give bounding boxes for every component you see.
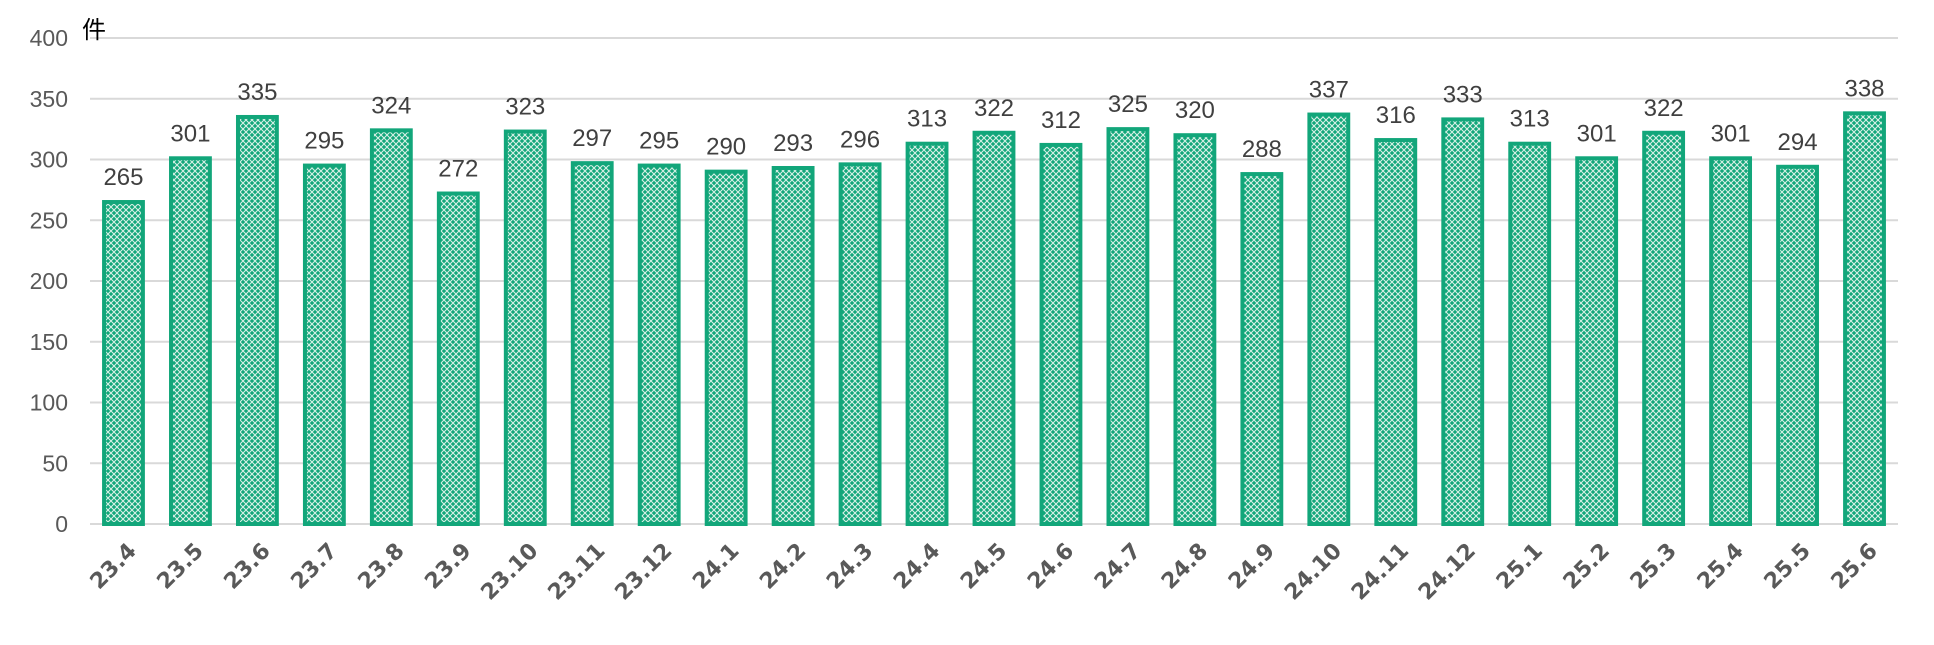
x-tick-label: 23.11 bbox=[544, 539, 611, 606]
data-label: 313 bbox=[907, 106, 947, 133]
x-tick-label: 24.12 bbox=[1414, 539, 1481, 606]
data-label: 301 bbox=[1577, 120, 1617, 147]
x-tick-label: 24.4 bbox=[889, 539, 945, 595]
y-tick-label: 150 bbox=[30, 329, 68, 355]
y-axis-unit-label: 件 bbox=[82, 16, 106, 44]
data-label: 297 bbox=[572, 125, 612, 152]
data-label: 313 bbox=[1510, 106, 1550, 133]
x-tick-label: 24.6 bbox=[1023, 539, 1079, 595]
bar bbox=[1508, 141, 1552, 527]
data-label: 296 bbox=[840, 126, 880, 153]
bar bbox=[1307, 112, 1351, 526]
data-label: 301 bbox=[170, 120, 210, 147]
x-tick-label: 23.5 bbox=[153, 539, 209, 595]
x-tick-label: 25.3 bbox=[1626, 539, 1682, 595]
data-label: 322 bbox=[1644, 95, 1684, 122]
x-tick-label: 24.8 bbox=[1157, 539, 1213, 595]
bar bbox=[1709, 156, 1753, 526]
bar bbox=[1106, 127, 1150, 526]
x-axis-ticks: 23.4 23.5 23.6 23.7 23.8 23.9 23.10 23.11 23.12 2… bbox=[86, 539, 1883, 606]
y-tick-label: 400 bbox=[30, 25, 68, 51]
y-axis-ticks: 0 50 100 150 200 250 300 350 400 bbox=[30, 25, 68, 537]
x-tick-label: 24.2 bbox=[755, 539, 811, 595]
x-tick-label: 25.2 bbox=[1559, 539, 1615, 595]
y-tick-label: 50 bbox=[42, 450, 68, 476]
x-tick-label: 24.9 bbox=[1224, 539, 1280, 595]
bar bbox=[1039, 142, 1083, 526]
bar bbox=[972, 130, 1016, 527]
data-label: 293 bbox=[773, 130, 813, 157]
x-tick-label: 23.12 bbox=[611, 539, 678, 606]
x-tick-label: 23.9 bbox=[420, 539, 476, 595]
bars bbox=[102, 111, 1886, 527]
data-label: 325 bbox=[1108, 91, 1148, 118]
data-label: 294 bbox=[1778, 129, 1818, 156]
bar bbox=[838, 162, 882, 527]
x-tick-label: 24.3 bbox=[822, 539, 878, 595]
y-tick-label: 100 bbox=[30, 390, 68, 416]
bar bbox=[1843, 111, 1886, 527]
x-tick-label: 24.7 bbox=[1090, 539, 1146, 595]
data-label: 335 bbox=[237, 79, 277, 106]
x-tick-label: 23.4 bbox=[86, 539, 142, 595]
data-label: 265 bbox=[103, 164, 143, 191]
y-tick-label: 0 bbox=[55, 511, 68, 537]
x-tick-label: 23.7 bbox=[287, 539, 343, 595]
data-label: 301 bbox=[1711, 120, 1751, 147]
bar bbox=[1776, 164, 1819, 526]
bar bbox=[102, 200, 145, 526]
bar bbox=[1173, 133, 1217, 526]
data-label: 290 bbox=[706, 134, 746, 161]
bar bbox=[169, 156, 212, 526]
bar bbox=[503, 129, 547, 526]
x-tick-label: 23.8 bbox=[354, 539, 410, 595]
bar bbox=[1441, 117, 1485, 526]
data-label: 320 bbox=[1175, 97, 1215, 124]
bar bbox=[704, 169, 748, 526]
bar bbox=[1374, 138, 1418, 526]
x-tick-label: 23.10 bbox=[477, 539, 544, 606]
x-tick-label: 25.1 bbox=[1492, 539, 1548, 595]
data-labels: 265 301 335 295 324 272 323 297 295 290 293 296 313 3… bbox=[103, 75, 1884, 191]
x-tick-label: 25.4 bbox=[1693, 539, 1749, 595]
data-label: 272 bbox=[438, 156, 478, 183]
y-tick-label: 250 bbox=[30, 207, 68, 233]
data-label: 323 bbox=[505, 94, 545, 121]
bar bbox=[235, 114, 279, 526]
x-tick-label: 24.11 bbox=[1347, 539, 1414, 606]
data-label: 333 bbox=[1443, 81, 1483, 108]
data-label: 337 bbox=[1309, 77, 1349, 104]
x-tick-label: 24.10 bbox=[1280, 539, 1347, 606]
bar bbox=[369, 128, 413, 526]
x-tick-label: 24.1 bbox=[688, 539, 744, 595]
bar bbox=[771, 166, 815, 526]
data-label: 312 bbox=[1041, 107, 1081, 134]
data-label: 324 bbox=[371, 92, 411, 119]
x-tick-label: 23.6 bbox=[220, 539, 276, 595]
bar bbox=[1575, 156, 1619, 526]
data-label: 288 bbox=[1242, 136, 1282, 163]
data-label: 295 bbox=[639, 128, 679, 155]
data-label: 322 bbox=[974, 95, 1014, 122]
x-tick-label: 25.6 bbox=[1827, 539, 1883, 595]
bar bbox=[905, 141, 949, 527]
y-tick-label: 200 bbox=[30, 268, 68, 294]
bar bbox=[637, 163, 681, 526]
bar bbox=[302, 163, 346, 526]
bar bbox=[436, 191, 480, 527]
bar bbox=[570, 161, 614, 527]
x-tick-label: 25.5 bbox=[1760, 539, 1816, 595]
y-tick-label: 300 bbox=[30, 147, 68, 173]
bar bbox=[1240, 172, 1284, 527]
data-label: 295 bbox=[304, 128, 344, 155]
x-tick-label: 24.5 bbox=[956, 539, 1012, 595]
data-label: 316 bbox=[1376, 102, 1416, 129]
bar bbox=[1642, 130, 1686, 527]
data-label: 338 bbox=[1844, 75, 1884, 102]
y-tick-label: 350 bbox=[30, 86, 68, 112]
